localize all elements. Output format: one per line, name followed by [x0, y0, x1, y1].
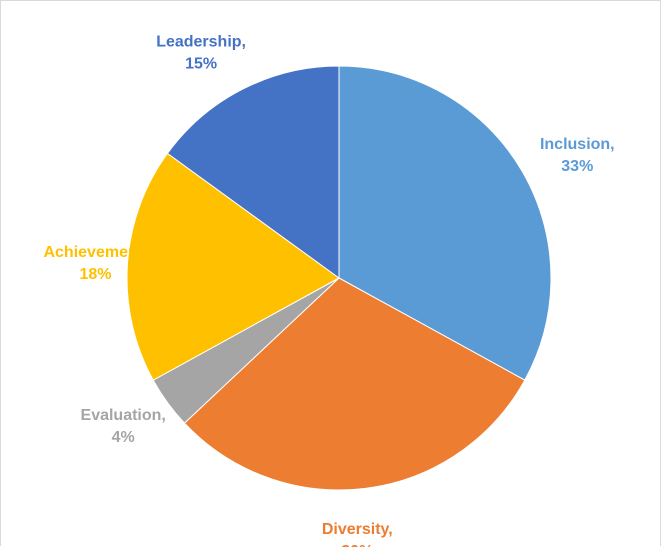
data-label-value: 30%	[341, 543, 373, 547]
data-label-category: Achievement,	[43, 244, 147, 261]
data-label-value: 4%	[112, 429, 135, 446]
data-label-value: 33%	[561, 158, 593, 175]
data-label-category: Diversity,	[322, 521, 393, 538]
data-label-value: 15%	[185, 55, 217, 72]
pie-slice-diversity	[183, 277, 526, 491]
data-label-leadership: Leadership, 15%	[156, 33, 246, 72]
data-label-category: Inclusion,	[540, 136, 615, 153]
data-label-value: 18%	[79, 266, 111, 283]
data-labels: Inclusion, 33% Diversity, 30% Evaluation, 4% A…	[43, 33, 614, 547]
data-label-evaluation: Evaluation, 4%	[81, 407, 166, 446]
data-label-achievement: Achievement, 18%	[43, 244, 147, 283]
data-label-category: Evaluation,	[81, 407, 166, 424]
pie-slices	[126, 65, 552, 491]
data-label-category: Leadership,	[156, 33, 246, 50]
pie-slice-leadership	[166, 65, 340, 279]
data-label-inclusion: Inclusion, 33%	[540, 136, 615, 175]
data-label-diversity: Diversity, 30%	[322, 521, 393, 547]
pie-slice-inclusion	[338, 65, 552, 381]
pie-slice-achievement	[126, 152, 340, 381]
